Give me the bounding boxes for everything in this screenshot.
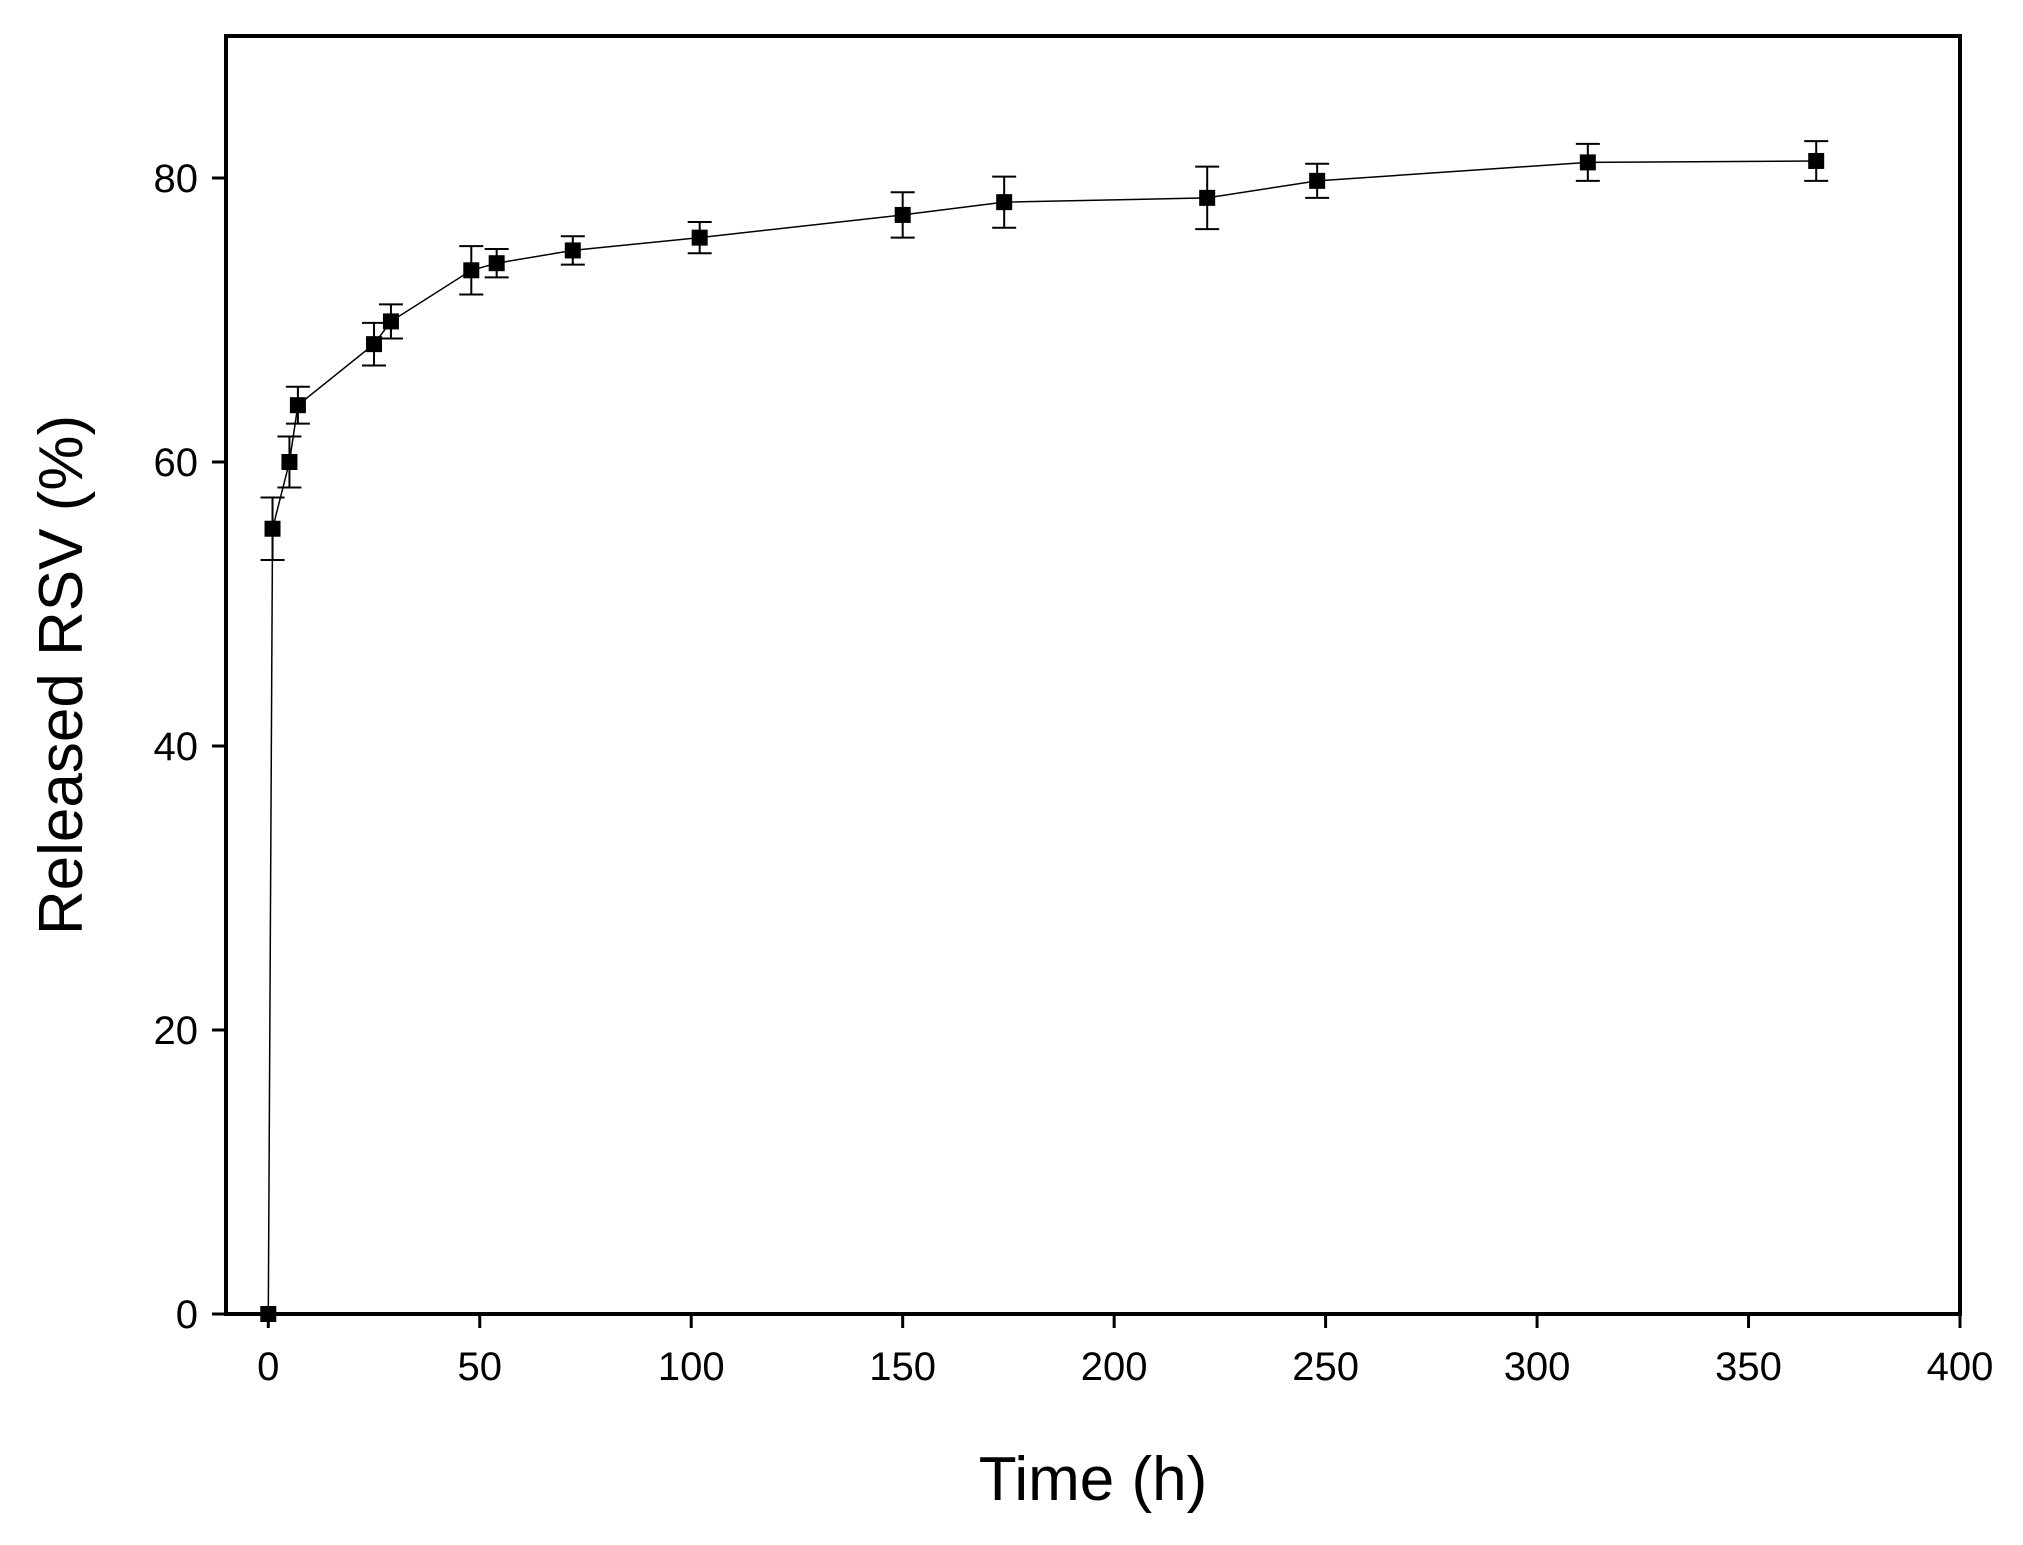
y-axis-label: Released RSV (%) — [27, 415, 96, 935]
x-tick-label: 250 — [1292, 1345, 1359, 1389]
line — [267, 160, 1817, 1315]
marker — [281, 454, 298, 470]
marker — [1579, 154, 1596, 171]
marker — [382, 313, 399, 330]
marker — [691, 229, 708, 246]
marker — [1199, 189, 1216, 206]
marker — [463, 262, 480, 279]
x-tick-label: 200 — [1081, 1345, 1148, 1389]
marker — [1808, 152, 1825, 169]
y-tick-label: 60 — [154, 441, 199, 485]
x-tick-label: 400 — [1927, 1345, 1994, 1389]
marker — [996, 194, 1013, 211]
marker — [260, 1306, 277, 1322]
plot-frame — [224, 34, 1962, 1316]
x-tick-label: 350 — [1715, 1345, 1782, 1389]
x-tick-label: 150 — [869, 1345, 936, 1389]
x-tick-label: 100 — [658, 1345, 725, 1389]
y-tick-label: 80 — [154, 157, 199, 201]
y-tick-label: 40 — [154, 725, 199, 769]
x-tick-label: 50 — [458, 1345, 503, 1389]
y-tick-label: 0 — [176, 1293, 198, 1337]
marker — [264, 520, 281, 537]
marker — [366, 336, 383, 353]
marker — [1309, 172, 1326, 189]
marker — [894, 206, 911, 223]
x-tick-label: 300 — [1504, 1345, 1571, 1389]
x-axis-label: Time (h) — [979, 1445, 1207, 1514]
marker — [289, 397, 306, 414]
x-tick-label: 0 — [257, 1345, 279, 1389]
y-tick-label: 20 — [154, 1009, 199, 1053]
marker — [564, 242, 581, 259]
marker — [488, 255, 505, 272]
